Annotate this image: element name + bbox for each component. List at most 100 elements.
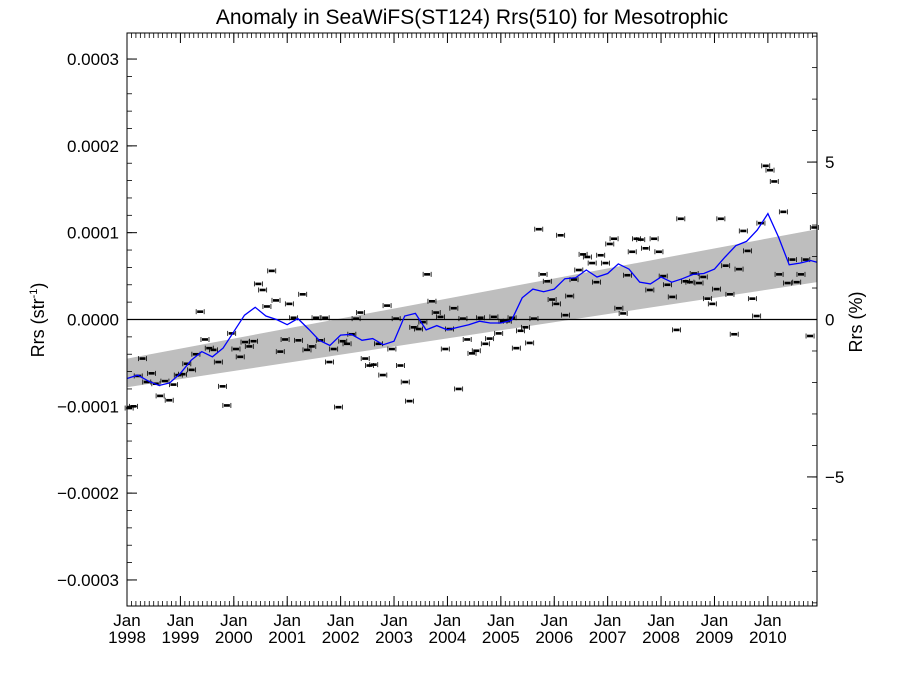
anomaly-point-bar: [731, 332, 738, 336]
anomaly-point-bar: [442, 347, 449, 351]
anomaly-point-bar: [197, 310, 204, 313]
anomaly-point: [325, 359, 334, 365]
anomaly-point: [431, 310, 441, 316]
anomaly-point-bar: [686, 280, 693, 284]
x-tick-year: 2000: [215, 628, 253, 647]
anomaly-point: [480, 341, 490, 347]
anomaly-point: [271, 297, 281, 303]
anomaly-point-bar: [179, 372, 186, 376]
anomaly-point-bar: [433, 311, 440, 314]
anomaly-point: [663, 282, 672, 288]
anomaly-point-bar: [736, 267, 743, 271]
anomaly-point-bar: [406, 399, 413, 403]
anomaly-point-bar: [611, 237, 618, 241]
anomaly-point-bar: [780, 210, 787, 214]
x-tick-month: Jan: [594, 611, 621, 630]
anomaly-point-bar: [669, 295, 676, 299]
x-tick-year: 2010: [749, 628, 787, 647]
trend-band-layer: [127, 229, 817, 388]
x-tick-year: 2004: [429, 628, 467, 647]
anomaly-point: [298, 291, 308, 297]
anomaly-point-bar: [188, 368, 195, 372]
anomaly-point: [743, 248, 752, 254]
anomaly-point-bar: [415, 327, 422, 331]
anomaly-point-bar: [143, 380, 150, 384]
anomaly-point-bar: [268, 269, 275, 273]
anomaly-point-bar: [593, 280, 600, 284]
anomaly-point-bar: [424, 273, 431, 276]
anomaly-point: [182, 361, 192, 367]
y-tick-label: 0.0001: [67, 224, 119, 243]
x-tick-month: Jan: [701, 611, 728, 630]
anomaly-point: [729, 331, 739, 337]
anomaly-point-bar: [192, 352, 199, 356]
anomaly-point: [623, 272, 632, 278]
anomaly-point: [685, 279, 695, 285]
x-tick-year: 2001: [268, 628, 306, 647]
anomaly-point-bar: [615, 306, 622, 310]
running-mean-layer: [126, 212, 818, 387]
anomaly-point-bar: [544, 280, 551, 283]
anomaly-point-bar: [210, 348, 217, 352]
anomaly-point-bar: [655, 250, 662, 254]
x-tick-month: Jan: [434, 611, 461, 630]
anomaly-point: [721, 263, 731, 269]
anomaly-point: [809, 224, 819, 230]
anomaly-point: [667, 294, 677, 300]
anomaly-point-bar: [379, 373, 386, 377]
anomaly-point-bar: [339, 339, 346, 343]
anomaly-point: [561, 312, 570, 318]
anomaly-point-bar: [303, 348, 310, 352]
anomaly-point: [716, 216, 726, 222]
anomaly-point-bar: [344, 342, 351, 346]
anomaly-point-bar: [183, 362, 190, 366]
anomaly-point: [551, 301, 561, 307]
anomaly-point: [641, 245, 650, 251]
anomaly-point-bar: [757, 221, 764, 225]
anomaly-point-bar: [606, 242, 613, 246]
anomaly-point-bar: [464, 338, 471, 341]
left-y-axis-label: Rrs (str-1): [28, 283, 48, 358]
x-tick-month: Jan: [220, 611, 247, 630]
anomaly-point-bar: [677, 217, 684, 221]
anomaly-point: [534, 226, 544, 232]
anomaly-point-bar: [242, 340, 249, 344]
anomaly-point: [752, 313, 762, 319]
anomaly-point-bar: [802, 258, 809, 261]
anomaly-point: [378, 372, 388, 378]
anomaly-point: [525, 340, 535, 346]
anomaly-point: [471, 348, 481, 354]
anomaly-point-bar: [259, 288, 266, 292]
anomaly-point: [627, 249, 637, 255]
anomaly-point-bar: [219, 385, 226, 388]
anomaly-point-bar: [308, 345, 315, 348]
anomaly-point-bar: [326, 360, 333, 364]
anomaly-point-bar: [651, 237, 658, 241]
x-tick-year: 2008: [642, 628, 680, 647]
anomaly-point: [422, 271, 432, 277]
anomaly-point-bar: [246, 345, 253, 348]
anomaly-point-bar: [410, 326, 417, 329]
anomaly-point: [355, 310, 365, 316]
anomaly-point-bar: [384, 304, 391, 307]
anomaly-point: [618, 310, 628, 316]
anomaly-point: [369, 362, 379, 368]
anomaly-point: [792, 279, 802, 285]
anomaly-point-bar: [575, 268, 582, 272]
anomaly-point-bar: [286, 302, 293, 306]
anomaly-point: [360, 356, 370, 362]
anomaly-point: [516, 328, 525, 334]
anomaly-point-bar: [749, 297, 756, 300]
anomaly-point-bar: [419, 320, 426, 324]
anomaly-point: [262, 303, 272, 309]
anomaly-point: [307, 343, 317, 349]
anomaly-point-bar: [157, 394, 164, 398]
x-tick-month: Jan: [380, 611, 407, 630]
anomaly-point-bar: [695, 281, 702, 285]
y-tick-label: 0.0002: [67, 137, 119, 156]
anomaly-point-bar: [571, 278, 578, 281]
anomaly-point: [707, 301, 717, 307]
x-tick-year: 2005: [482, 628, 520, 647]
anomaly-point-bar: [629, 250, 636, 254]
anomaly-point-bar: [602, 261, 609, 265]
